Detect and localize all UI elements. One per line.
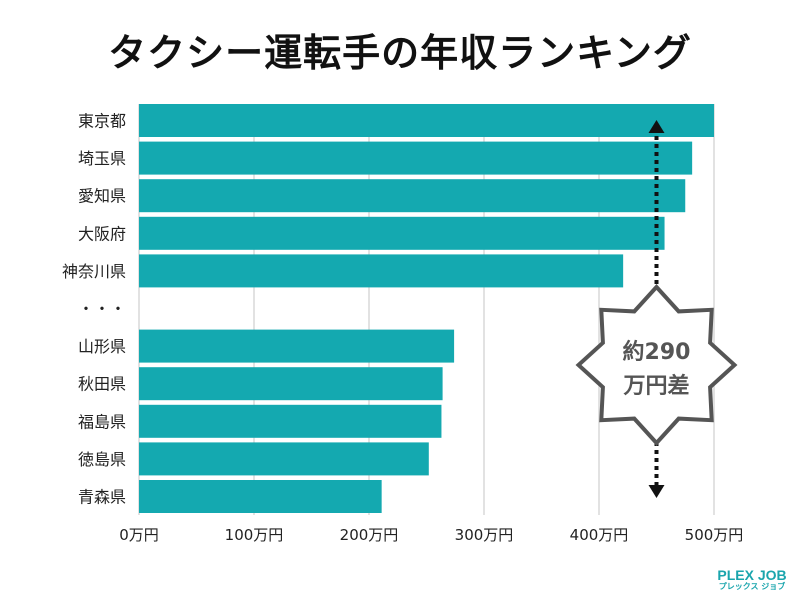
bar <box>139 104 714 137</box>
category-label: 愛知県 <box>78 187 126 206</box>
bar <box>139 216 665 250</box>
logo-text: PLEX JOB <box>717 567 787 583</box>
bar <box>139 367 443 401</box>
bar <box>139 329 455 363</box>
chart-title: タクシー運転手の年収ランキング <box>108 31 692 75</box>
category-label: 埼玉県 <box>78 149 126 168</box>
starburst-badge <box>575 284 738 446</box>
annotation-line1: 約290 <box>623 339 691 365</box>
arrow-down-icon <box>648 485 665 498</box>
bar <box>139 442 429 476</box>
category-label: 東京都 <box>78 112 126 131</box>
x-tick-label: 100万円 <box>225 526 284 544</box>
category-label: 福島県 <box>78 412 126 431</box>
arrow-up-icon <box>648 120 665 133</box>
category-label: 徳島県 <box>78 450 126 469</box>
annotation-line2: 万円差 <box>622 373 689 399</box>
category-label: 神奈川県 <box>62 262 126 281</box>
category-label: 大阪府 <box>78 224 126 243</box>
x-tick-label: 300万円 <box>455 526 514 544</box>
x-tick-label: 200万円 <box>340 526 399 544</box>
bar <box>139 254 624 288</box>
bar <box>139 141 693 175</box>
x-tick-label: 500万円 <box>685 526 744 544</box>
category-label: 秋田県 <box>78 375 126 394</box>
plex-job-logo: PLEX JOB プレックス ジョブ <box>712 568 792 592</box>
category-label: 山形県 <box>78 337 126 356</box>
bar <box>139 480 382 513</box>
category-label: 青森県 <box>78 488 126 507</box>
bar <box>139 179 686 213</box>
bar <box>139 404 442 438</box>
x-tick-label: 0万円 <box>119 526 159 544</box>
x-tick-label: 400万円 <box>570 526 629 544</box>
category-label: ・・・ <box>78 300 126 319</box>
logo-subtext: プレックス ジョブ <box>718 582 786 591</box>
